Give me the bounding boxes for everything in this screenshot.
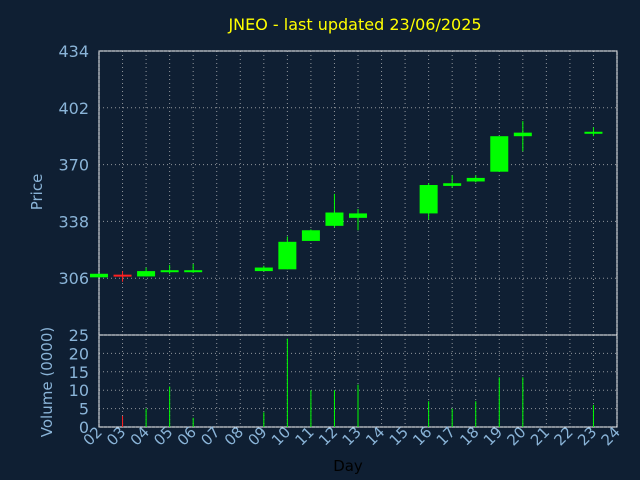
volume-tick-label: 0: [79, 418, 89, 437]
candle-body: [419, 185, 438, 214]
price-plot-frame: [98, 50, 618, 336]
x-axis-label: Day: [333, 457, 363, 475]
candle: [90, 273, 108, 278]
volume-tick-label: 15: [69, 363, 89, 382]
volume-tick-label: 20: [69, 344, 89, 363]
candle: [184, 264, 203, 273]
candle-body: [278, 241, 297, 270]
candle: [584, 127, 603, 137]
candles: [90, 121, 603, 282]
candle-body: [443, 183, 462, 186]
x-ticks: 0203040506070809101112131415161718192021…: [80, 423, 624, 449]
price-tick-label: 306: [58, 269, 89, 288]
candle: [466, 175, 485, 183]
volume-axis-label: Volume (0000): [38, 327, 56, 437]
candle: [254, 265, 273, 272]
candle: [490, 136, 509, 172]
candle-body: [325, 212, 344, 226]
price-tick-label: 402: [58, 99, 89, 118]
volume-bars: [122, 338, 594, 427]
candle: [419, 183, 438, 220]
candle-body: [349, 213, 367, 218]
price-y-ticks: 306 338 370 402 434: [58, 42, 89, 288]
candle-body: [90, 273, 108, 278]
candle: [443, 175, 462, 188]
candle: [301, 229, 320, 241]
chart-title: JNEO - last updated 23/06/2025: [227, 15, 481, 34]
volume-tick-label: 5: [79, 400, 89, 419]
volume-tick-label: 25: [69, 326, 89, 345]
candle: [513, 121, 532, 152]
candle: [160, 264, 179, 274]
price-tick-label: 370: [58, 156, 89, 175]
candle-body: [490, 136, 509, 172]
price-panel: 306 338 370 402 434 Price: [28, 42, 618, 336]
candle: [349, 208, 367, 231]
candle-body: [301, 230, 320, 241]
price-tick-label: 434: [58, 42, 89, 61]
candle: [325, 193, 344, 228]
candle: [137, 267, 156, 277]
price-tick-label: 338: [58, 212, 89, 231]
candle-body: [137, 271, 156, 277]
candle: [278, 236, 297, 270]
price-axis-label: Price: [28, 174, 46, 211]
candle-body: [466, 177, 485, 182]
candle-body: [584, 131, 603, 134]
candle-body: [254, 267, 273, 272]
volume-tick-label: 10: [69, 381, 89, 400]
candle-body: [184, 270, 203, 273]
price-grid: [98, 50, 618, 335]
candle: [113, 271, 132, 282]
candle-body: [513, 132, 532, 137]
candle-body: [113, 274, 132, 277]
candle-body: [160, 270, 179, 273]
